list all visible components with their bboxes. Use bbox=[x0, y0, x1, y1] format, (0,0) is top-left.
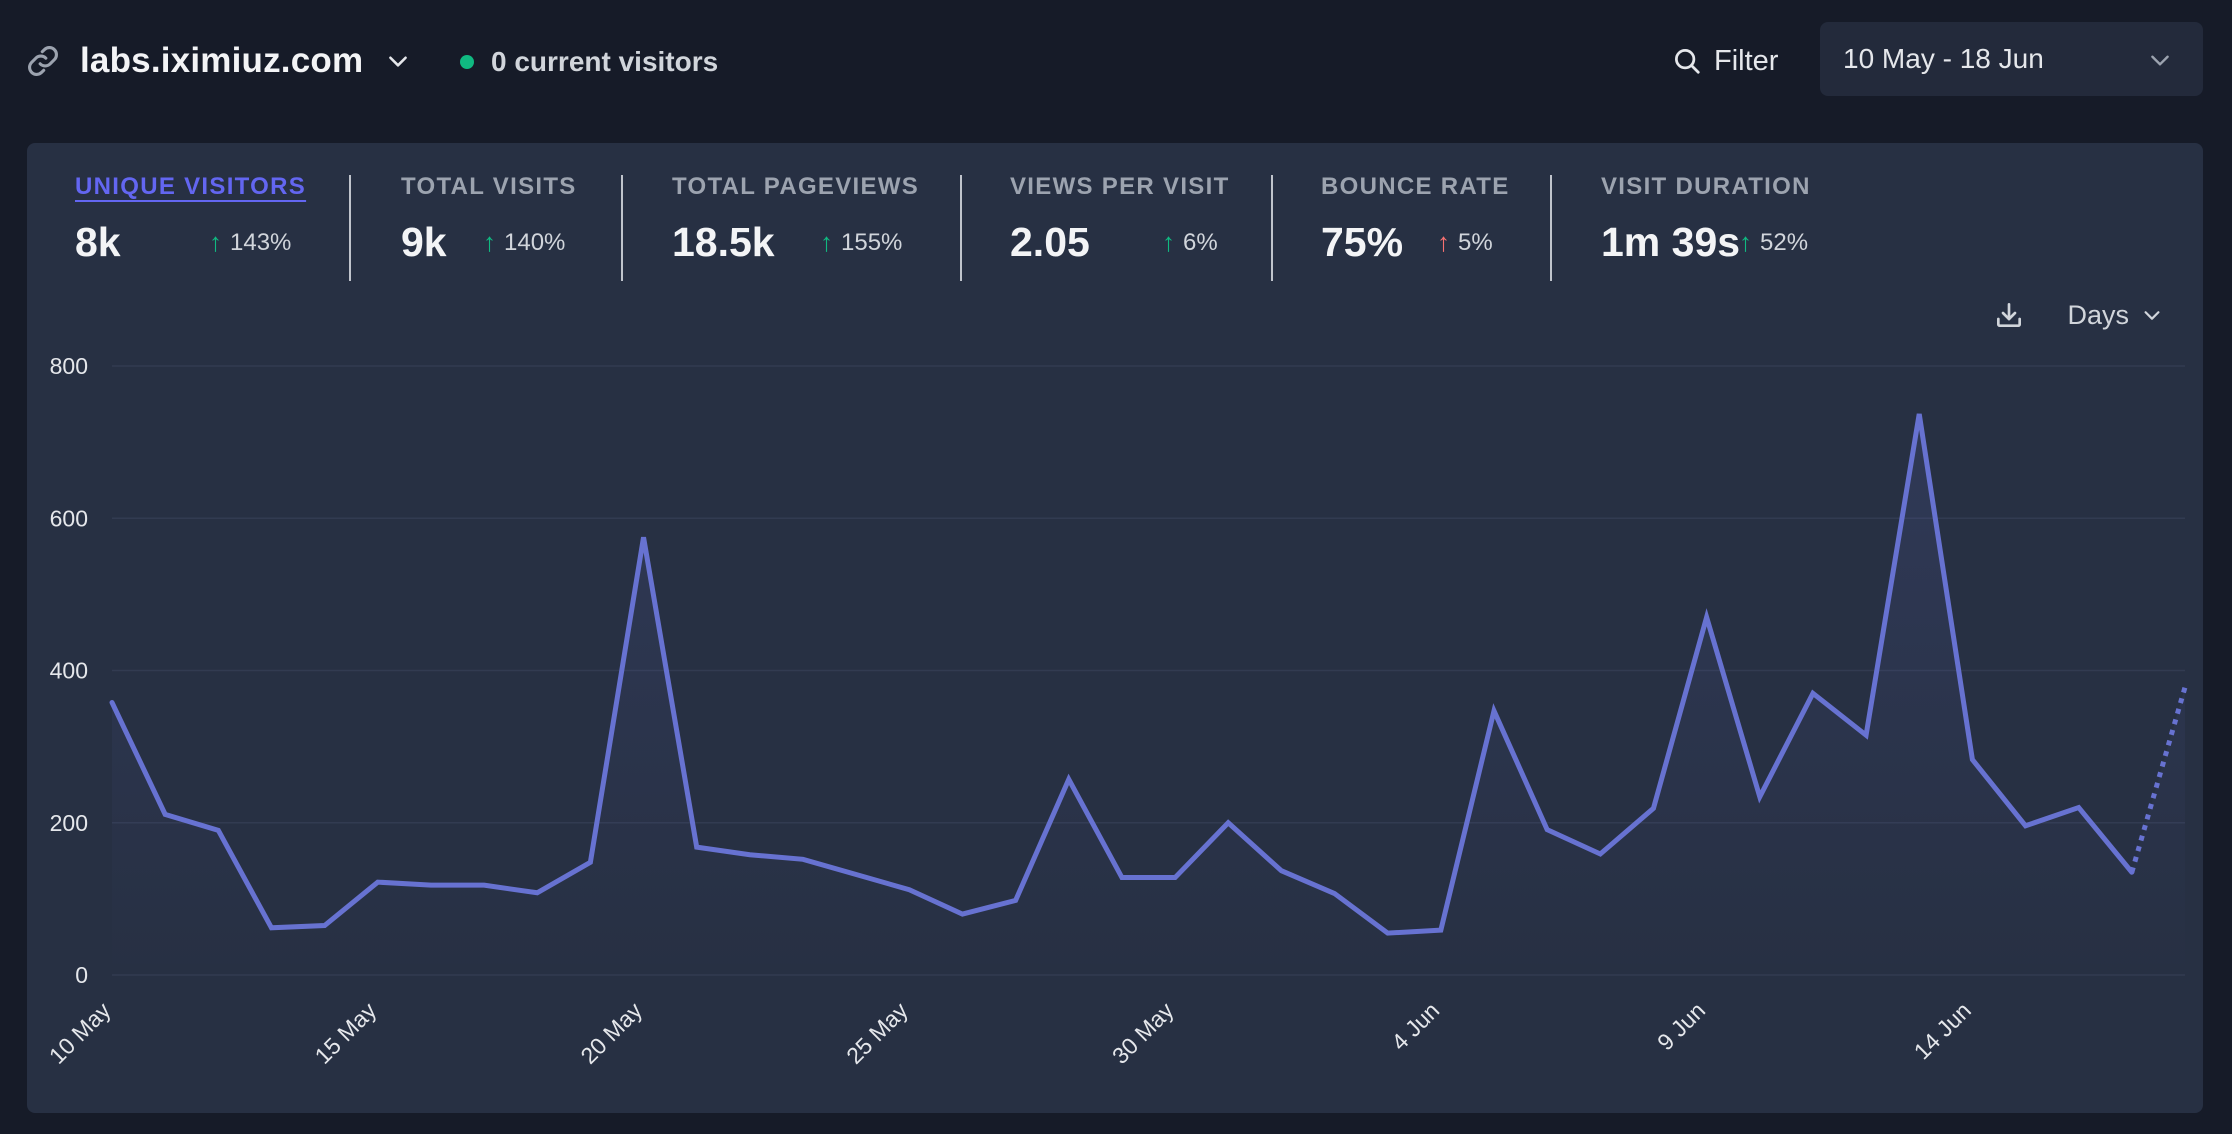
y-tick-label: 400 bbox=[50, 658, 88, 684]
y-tick-label: 600 bbox=[50, 505, 88, 531]
x-tick-label: 30 May bbox=[1107, 997, 1179, 1069]
search-icon bbox=[1675, 49, 1700, 74]
x-tick-label: 14 Jun bbox=[1909, 997, 1976, 1064]
metric-value: 9k bbox=[401, 219, 447, 265]
divider bbox=[621, 175, 623, 281]
series-line bbox=[109, 413, 2135, 936]
x-tick-label: 15 May bbox=[310, 997, 382, 1069]
metric-change: ↑ 5% bbox=[1437, 227, 1493, 258]
chevron-down-icon[interactable] bbox=[385, 48, 411, 74]
metric-change-value: 5% bbox=[1458, 228, 1493, 256]
x-tick-label: 25 May bbox=[841, 997, 913, 1069]
download-icon[interactable] bbox=[1993, 299, 2025, 331]
metric-change-value: 6% bbox=[1183, 228, 1218, 256]
metric-change: ↑ 140% bbox=[483, 227, 565, 258]
arrow-up-icon: ↑ bbox=[1739, 227, 1752, 257]
chevron-down-icon bbox=[2151, 55, 2169, 66]
metric-value: 75% bbox=[1321, 219, 1404, 265]
metric-change: ↑ 143% bbox=[209, 227, 291, 258]
metric-label: BOUNCE RATE bbox=[1321, 173, 1510, 200]
metric-label: UNIQUE VISITORS bbox=[75, 173, 307, 200]
metric-views-per-visit[interactable]: VIEWS PER VISIT 2.05 ↑ 6% bbox=[1010, 173, 1230, 283]
metric-change: ↑ 52% bbox=[1739, 227, 1808, 258]
interval-label: Days bbox=[2067, 299, 2129, 330]
arrow-up-icon: ↑ bbox=[820, 227, 833, 257]
site-switcher[interactable]: labs.iximiuz.com bbox=[26, 36, 411, 86]
metric-label: VIEWS PER VISIT bbox=[1010, 173, 1230, 200]
current-visitors[interactable]: 0 current visitors bbox=[460, 42, 718, 82]
x-tick-label: 20 May bbox=[575, 997, 647, 1069]
metric-total-pageviews[interactable]: TOTAL PAGEVIEWS 18.5k ↑ 155% bbox=[672, 173, 919, 283]
metric-change-value: 140% bbox=[504, 228, 566, 256]
date-range-label: 10 May - 18 Jun bbox=[1843, 43, 2044, 74]
arrow-up-icon: ↑ bbox=[209, 227, 222, 257]
metric-total-visits[interactable]: TOTAL VISITS 9k ↑ 140% bbox=[401, 173, 577, 283]
series-area bbox=[112, 413, 2185, 975]
metric-change-value: 155% bbox=[841, 228, 903, 256]
metric-label: TOTAL PAGEVIEWS bbox=[672, 173, 920, 200]
arrow-up-icon: ↑ bbox=[483, 227, 496, 257]
current-visitors-label: 0 current visitors bbox=[491, 46, 719, 77]
metric-change: ↑ 6% bbox=[1162, 227, 1218, 258]
metric-bounce-rate[interactable]: BOUNCE RATE 75% ↑ 5% bbox=[1321, 173, 1510, 283]
link-icon bbox=[28, 46, 58, 76]
arrow-up-icon: ↑ bbox=[1437, 227, 1450, 257]
divider bbox=[1271, 175, 1273, 281]
x-tick-label: 9 Jun bbox=[1652, 997, 1710, 1055]
metric-unique-visitors[interactable]: UNIQUE VISITORS 8k ↑ 143% bbox=[75, 173, 306, 283]
interval-picker[interactable]: Days bbox=[2067, 300, 2163, 331]
metric-visit-duration[interactable]: VISIT DURATION 1m 39s ↑ 52% bbox=[1601, 173, 1811, 283]
divider bbox=[349, 175, 351, 281]
live-dot-icon bbox=[460, 55, 474, 69]
metric-label: VISIT DURATION bbox=[1601, 173, 1811, 200]
metric-value: 8k bbox=[75, 219, 121, 265]
filter-label: Filter bbox=[1714, 44, 1779, 77]
site-name: labs.iximiuz.com bbox=[80, 41, 364, 80]
metric-change-value: 52% bbox=[1760, 228, 1809, 256]
divider bbox=[960, 175, 962, 281]
metric-change-value: 143% bbox=[230, 228, 292, 256]
date-range-picker[interactable]: 10 May - 18 Jun bbox=[1820, 22, 2203, 96]
chevron-down-icon bbox=[2144, 311, 2160, 320]
metric-value: 1m 39s bbox=[1601, 219, 1741, 265]
top-bar: labs.iximiuz.com 0 current visitors Filt… bbox=[0, 0, 2232, 120]
arrow-up-icon: ↑ bbox=[1162, 227, 1175, 257]
filter-button[interactable]: Filter bbox=[1672, 40, 1778, 82]
metric-change: ↑ 155% bbox=[820, 227, 902, 258]
y-tick-label: 800 bbox=[50, 353, 88, 379]
x-tick-label: 4 Jun bbox=[1386, 997, 1444, 1055]
divider bbox=[1550, 175, 1552, 281]
y-tick-label: 200 bbox=[50, 810, 88, 836]
metric-value: 18.5k bbox=[672, 219, 775, 265]
metric-value: 2.05 bbox=[1010, 219, 1090, 265]
chart-tools: Days bbox=[1993, 295, 2163, 335]
x-tick-label: 10 May bbox=[44, 997, 116, 1069]
metric-label: TOTAL VISITS bbox=[401, 173, 577, 200]
y-tick-label: 0 bbox=[75, 962, 88, 988]
